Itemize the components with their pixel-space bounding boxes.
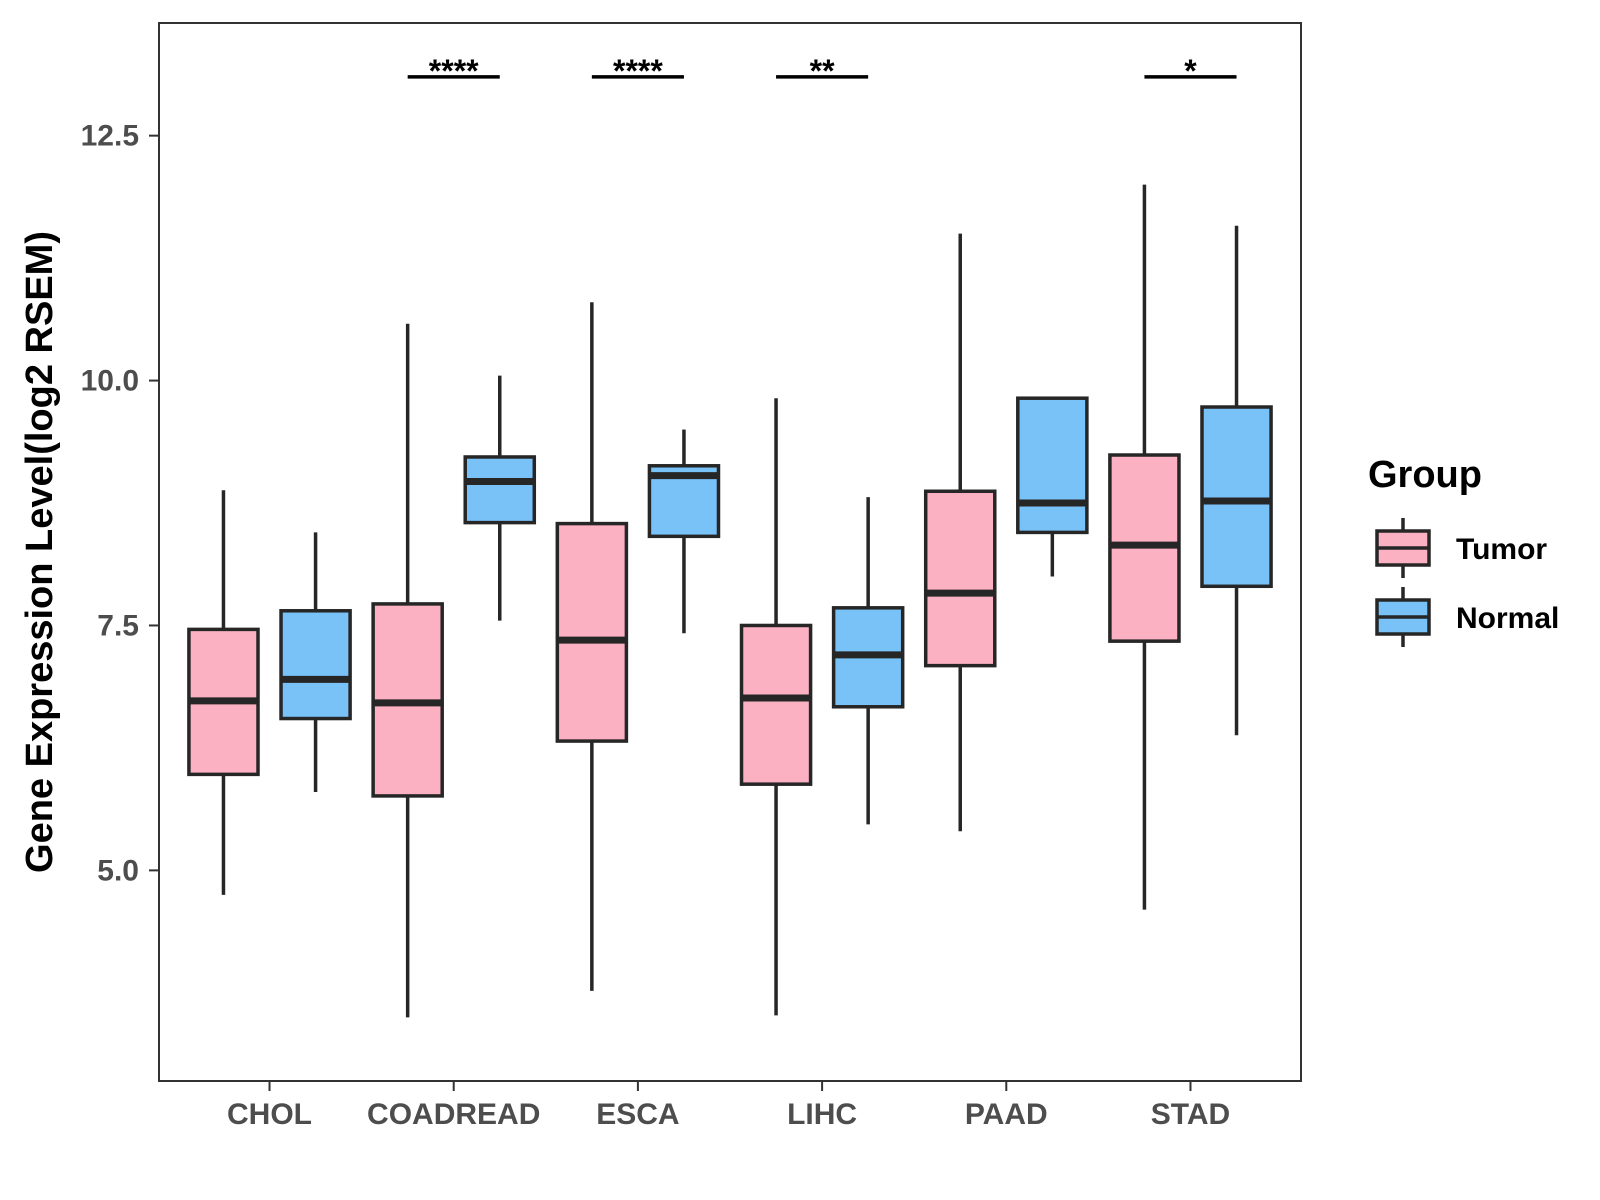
x-tick-label: LIHC bbox=[787, 1098, 857, 1131]
box-tumor-paad bbox=[923, 233, 997, 832]
legend-label: Tumor bbox=[1456, 533, 1547, 566]
y-tick-label: 5.0 bbox=[97, 854, 139, 887]
legend: Group Tumor Normal bbox=[1368, 454, 1559, 647]
box-iqr bbox=[1200, 405, 1273, 589]
box-tumor-coadread bbox=[371, 323, 444, 1018]
box-iqr bbox=[279, 609, 352, 721]
y-tick-label: 12.5 bbox=[81, 120, 139, 153]
significance-label: **** bbox=[613, 53, 663, 89]
significance-esca: **** bbox=[591, 53, 684, 89]
box-tumor-chol bbox=[187, 490, 260, 895]
significance-label: ** bbox=[810, 53, 835, 89]
box-tumor-esca bbox=[555, 302, 629, 991]
box-iqr bbox=[463, 455, 537, 525]
x-tick-label: COADREAD bbox=[367, 1098, 540, 1131]
significance-label: * bbox=[1184, 53, 1197, 89]
box-normal-chol bbox=[279, 532, 352, 793]
x-tick-label: CHOL bbox=[227, 1098, 312, 1131]
box-iqr bbox=[923, 489, 997, 668]
y-tick-label: 10.0 bbox=[81, 365, 139, 398]
significance-annotations: **** **** ** * bbox=[407, 53, 1237, 89]
box-iqr bbox=[555, 521, 629, 743]
significance-label: **** bbox=[429, 53, 479, 89]
x-tick-label: PAAD bbox=[965, 1098, 1048, 1131]
box-tumor-lihc bbox=[739, 398, 813, 1016]
significance-coadread: **** bbox=[407, 53, 500, 89]
legend-item-normal: Normal bbox=[1375, 587, 1559, 647]
significance-lihc: ** bbox=[776, 53, 869, 89]
significance-stad: * bbox=[1144, 53, 1237, 89]
y-axis-title: Gene Expression Level(log2 RSEM) bbox=[19, 231, 61, 873]
legend-title: Group bbox=[1368, 454, 1482, 496]
box-iqr bbox=[1016, 396, 1089, 535]
legend-label: Normal bbox=[1456, 602, 1559, 635]
y-tick-label: 7.5 bbox=[97, 609, 139, 642]
box-normal-coadread bbox=[463, 375, 537, 621]
chart-marks bbox=[187, 184, 1273, 1018]
box-normal-paad bbox=[1016, 396, 1089, 577]
x-tick-label: ESCA bbox=[596, 1098, 679, 1131]
legend-item-tumor: Tumor bbox=[1375, 518, 1547, 578]
box-tumor-stad bbox=[1108, 184, 1181, 910]
box-normal-lihc bbox=[831, 497, 905, 825]
x-tick-label: STAD bbox=[1151, 1098, 1230, 1131]
box-normal-stad bbox=[1200, 225, 1273, 736]
y-axis: 5.0 7.5 10.0 12.5 bbox=[81, 120, 159, 887]
x-axis: CHOL COADREAD ESCA LIHC PAAD STAD bbox=[227, 1081, 1230, 1131]
box-normal-esca bbox=[647, 429, 721, 634]
box-iqr bbox=[739, 623, 813, 786]
